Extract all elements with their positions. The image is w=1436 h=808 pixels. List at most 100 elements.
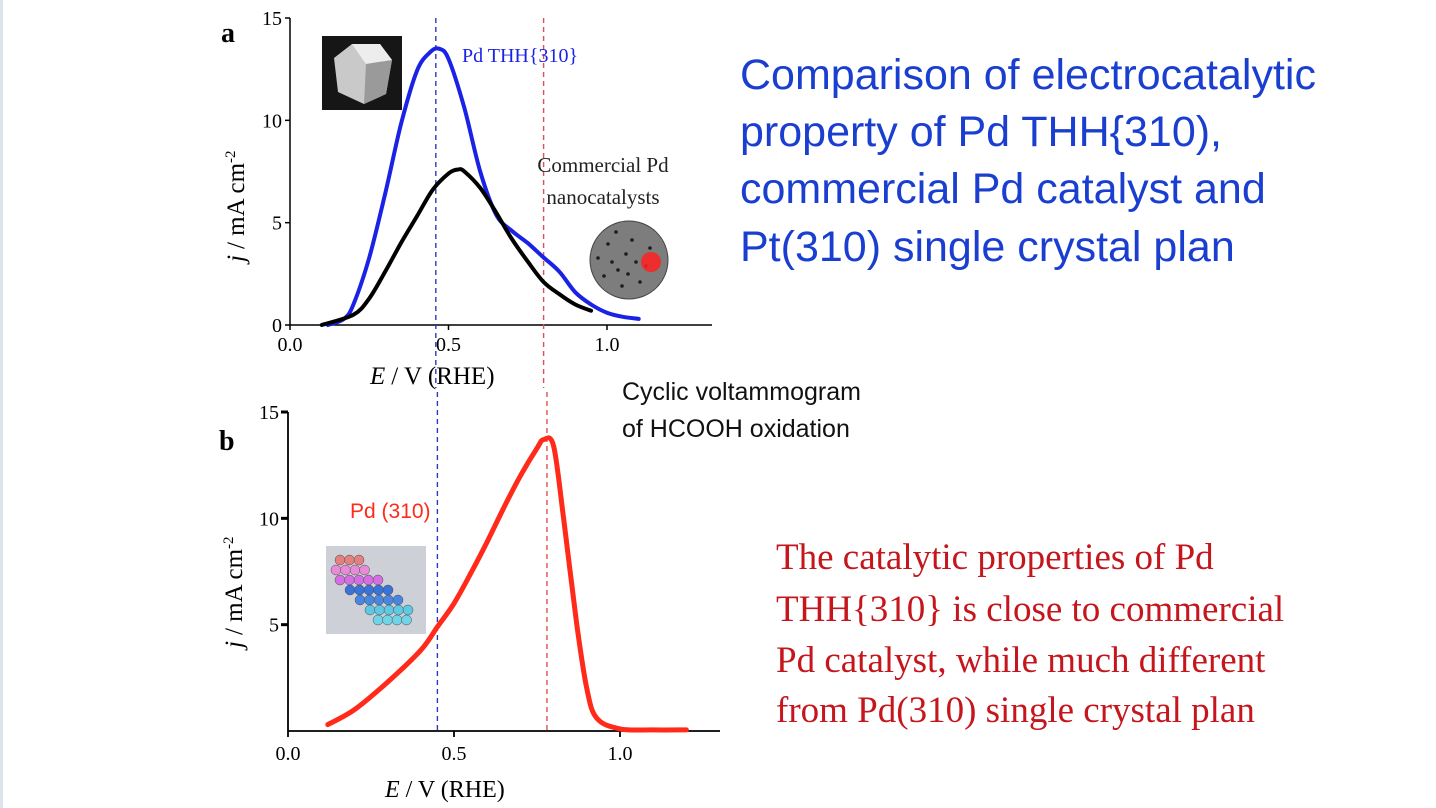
title-line-2: property of Pd THH{310), [740,108,1223,156]
inset-2-particle [610,260,614,264]
lattice-atom [373,594,385,606]
lattice-atom [382,614,393,626]
inset-2-particle [634,260,638,264]
panel-a-x-tick-label: 0.5 [436,334,461,356]
conclusion-line-3: Pd catalyst, while much different [776,640,1266,681]
panel-a-x-label-unit: / V (RHE) [391,363,494,390]
cv-label-line-1: Cyclic voltammogram [622,378,861,406]
series-commercial-pd-line [319,167,594,327]
panel-a-annotation-commercial-2: nanocatalysts [546,185,659,209]
lattice-atom [353,554,365,566]
thh-nanocrystal-micrograph-icon [322,36,402,110]
lattice-atom [334,554,346,566]
panel-b-x-tick-label: 0.0 [276,743,301,765]
lattice-atom [402,604,414,616]
panel-a-x-tick-label: 0.0 [278,334,303,356]
panel-a-x-tick-label: 1.0 [595,334,620,356]
lattice-atom [344,574,355,586]
panel-b-y-tick-label: 5 [269,615,279,637]
lattice-atom [392,594,404,606]
inset-2-particle [630,238,634,242]
panel-a-annotation-commercial-1: Commercial Pd [537,153,669,177]
panel-b-y-tick-label: 10 [259,508,279,530]
lattice-atom [391,614,403,626]
panel-b-x-label-symbol: E [384,777,400,803]
inset-2-particle [626,272,630,276]
lattice-atom [334,574,346,586]
lattice-atom [363,574,374,586]
panel-b-y-label: j / mA cm-2 [221,536,248,651]
lattice-atom [382,584,394,596]
series-pd-thh-line [326,46,641,327]
panel-a-y-label: j / mA cm-2 [223,150,250,265]
conclusion-line-2: THH{310} is close to commercial [776,589,1285,630]
panel-b-y-label-unit: / mA cm [221,548,248,635]
panel-a-y-tick-label: 10 [262,110,282,132]
lattice-atom [354,584,365,596]
inset-2-highlight [641,252,661,272]
panel-b-label: b [219,426,235,457]
panel-b-y-tick-label: 15 [259,402,279,424]
slide-edge-rule [0,0,3,808]
lattice-atom [372,614,384,626]
title-line-3: commercial Pd catalyst and [740,165,1266,213]
lattice-atom [363,584,375,596]
cv-label-line-2: of HCOOH oxidation [622,415,850,443]
panel-b-y-label-symbol: j [221,641,248,651]
panel-b-x-tick-label: 0.5 [442,743,467,765]
commercial-nanoparticle-micrograph-icon [589,220,669,300]
panel-a-label: a [221,18,235,49]
inset-2-particle [638,280,642,284]
lattice-atom [393,604,404,616]
panel-a-annotation-pd-thh: Pd THH{310} [462,45,578,67]
panel-b-x-label: E / V (RHE) [384,777,505,803]
lattice-atom [353,574,365,586]
inset-1-facet-side [364,60,392,104]
lattice-atom [373,584,384,596]
lattice-atom [344,584,356,596]
inset-2-particle [606,242,610,246]
panel-a-y-label-symbol: j [223,255,250,265]
lattice-atom [401,614,412,626]
panel-b-y-label-sup: -2 [221,536,237,549]
inset-2-particle [596,256,600,260]
lattice-atom [359,564,370,576]
inset-2-particle [620,284,624,288]
lattice-atom [354,594,366,606]
lattice-atom [330,564,342,576]
panel-a-y-tick-label: 0 [272,315,282,337]
panel-b-x-label-unit: / V (RHE) [406,777,505,803]
inset-2-disc [589,220,669,300]
lattice-atom [372,574,384,586]
inset-1-facet-top [352,44,392,64]
inset-2-particle [614,230,618,234]
lattice-atom [349,564,361,576]
panel-a-y-tick-label: 15 [262,8,282,30]
lattice-atom [344,554,355,566]
inset-2-particle [602,274,606,278]
panel-a-y-label-sup: -2 [223,150,239,163]
lattice-atom [364,594,375,606]
panel-b-x-tick-label: 1.0 [608,743,633,765]
lattice-atom [383,594,394,606]
panel-a-x-label: E / V (RHE) [369,363,495,390]
crystal-lattice-model-icon [326,546,426,634]
inset-2-particle [616,268,620,272]
lattice-atom [340,564,351,576]
panel-a-y-tick-label: 5 [272,213,282,235]
conclusion-line-1: The catalytic properties of Pd [776,537,1214,578]
lattice-atom [364,604,376,616]
panel-a-x-label-symbol: E [369,363,385,390]
title-line-4: Pt(310) single crystal plan [740,223,1235,271]
inset-2-particle [624,252,628,256]
conclusion-line-4: from Pd(310) single crystal plan [776,690,1255,731]
series-pd310-line [325,435,689,733]
lattice-atom [383,604,395,616]
panel-b-annotation-pd310: Pd (310) [350,500,431,523]
panel-a-y-label-unit: / mA cm [223,162,250,249]
title-line-1: Comparison of electrocatalytic [740,51,1316,99]
inset-2-particle [648,246,652,250]
